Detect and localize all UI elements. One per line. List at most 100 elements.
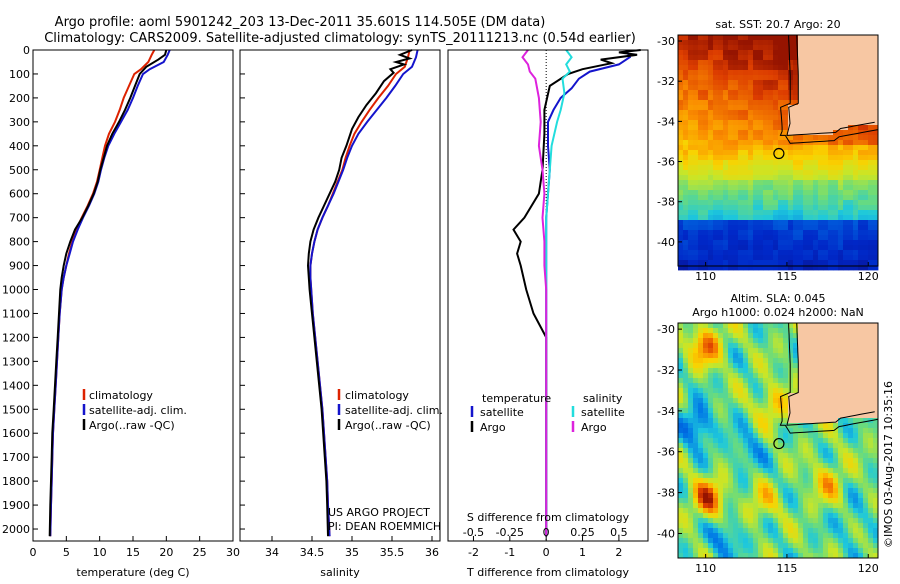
map-cell: [758, 100, 764, 106]
map-cell: [688, 70, 694, 76]
map-cell: [803, 80, 809, 86]
map-cell: [823, 65, 829, 71]
depth-tick-label-19: 1900: [2, 499, 30, 512]
map-cell: [773, 90, 779, 96]
map-cell: [738, 453, 744, 459]
map-cell: [698, 255, 704, 261]
map-cell: [828, 175, 834, 181]
map-cell: [773, 85, 779, 91]
map-cell: [683, 55, 689, 61]
map-cell: [688, 343, 694, 349]
map-cell: [723, 210, 729, 216]
map-cell: [783, 210, 789, 216]
map-cell: [678, 528, 684, 534]
map-cell: [833, 528, 839, 534]
map-cell: [693, 498, 699, 504]
map-cell: [688, 165, 694, 171]
map-cell: [873, 488, 879, 494]
map-cell: [758, 373, 764, 379]
map-cell: [683, 220, 689, 226]
tdiff-xlabel: T difference from climatology: [466, 566, 629, 579]
map-cell: [788, 473, 794, 479]
map-cell: [723, 60, 729, 66]
map-cell: [833, 70, 839, 76]
map-cell: [803, 105, 809, 111]
map-cell: [703, 393, 709, 399]
map-cell: [873, 388, 879, 394]
map-cell: [758, 165, 764, 171]
map-cell: [698, 235, 704, 241]
temp-x-tick-label-2: 10: [93, 546, 107, 559]
map-cell: [758, 493, 764, 499]
map-cell: [863, 348, 869, 354]
map-cell: [768, 438, 774, 444]
map-cell: [773, 110, 779, 116]
map-cell: [693, 368, 699, 374]
map-cell: [718, 353, 724, 359]
map-cell: [683, 378, 689, 384]
map-cell: [788, 328, 794, 334]
map-cell: [773, 393, 779, 399]
map-cell: [858, 115, 864, 121]
map-cell: [858, 533, 864, 539]
map-cell: [723, 338, 729, 344]
map-cell: [723, 478, 729, 484]
map-cell: [708, 155, 714, 161]
map-cell: [813, 110, 819, 116]
map-cell: [723, 200, 729, 206]
map-cell: [788, 235, 794, 241]
map-cell: [723, 343, 729, 349]
map-cell: [683, 45, 689, 51]
map-cell: [753, 448, 759, 454]
map-cell: [713, 120, 719, 126]
map-cell: [843, 553, 849, 559]
map-cell: [733, 70, 739, 76]
map-cell: [718, 443, 724, 449]
map-cell: [798, 265, 804, 271]
map-cell: [828, 160, 834, 166]
map-cell: [783, 483, 789, 489]
map-cell: [698, 358, 704, 364]
map-cell: [868, 195, 874, 201]
map-cell: [828, 543, 834, 549]
map-cell: [763, 458, 769, 464]
map-cell: [823, 60, 829, 66]
sal-x-tick-label-0: 34: [265, 546, 279, 559]
map-cell: [783, 50, 789, 56]
map-cell: [763, 353, 769, 359]
map-cell: [768, 145, 774, 151]
map-cell: [728, 338, 734, 344]
map-cell: [738, 60, 744, 66]
map-cell: [743, 165, 749, 171]
map-cell: [733, 250, 739, 256]
map-cell: [693, 478, 699, 484]
map-cell: [738, 230, 744, 236]
map-cell: [863, 195, 869, 201]
map-cell: [798, 368, 804, 374]
map-cell: [713, 225, 719, 231]
header-line1: Argo profile: aoml 5901242_203 13-Dec-20…: [55, 15, 546, 30]
map-cell: [713, 95, 719, 101]
map-cell: [848, 200, 854, 206]
map-cell: [828, 140, 834, 146]
map-cell: [793, 170, 799, 176]
map-cell: [798, 323, 804, 329]
map-cell: [833, 448, 839, 454]
map-cell: [683, 408, 689, 414]
map-cell: [713, 483, 719, 489]
map-cell: [778, 533, 784, 539]
map-cell: [833, 65, 839, 71]
map-cell: [823, 458, 829, 464]
map-cell: [728, 498, 734, 504]
map-cell: [843, 95, 849, 101]
map-cell: [723, 190, 729, 196]
map-cell: [698, 453, 704, 459]
map-cell: [743, 150, 749, 156]
map-cell: [698, 135, 704, 141]
map-cell: [728, 353, 734, 359]
map-cell: [708, 195, 714, 201]
map-cell: [853, 383, 859, 389]
map-cell: [758, 55, 764, 61]
map-cell: [723, 353, 729, 359]
map-cell: [713, 453, 719, 459]
